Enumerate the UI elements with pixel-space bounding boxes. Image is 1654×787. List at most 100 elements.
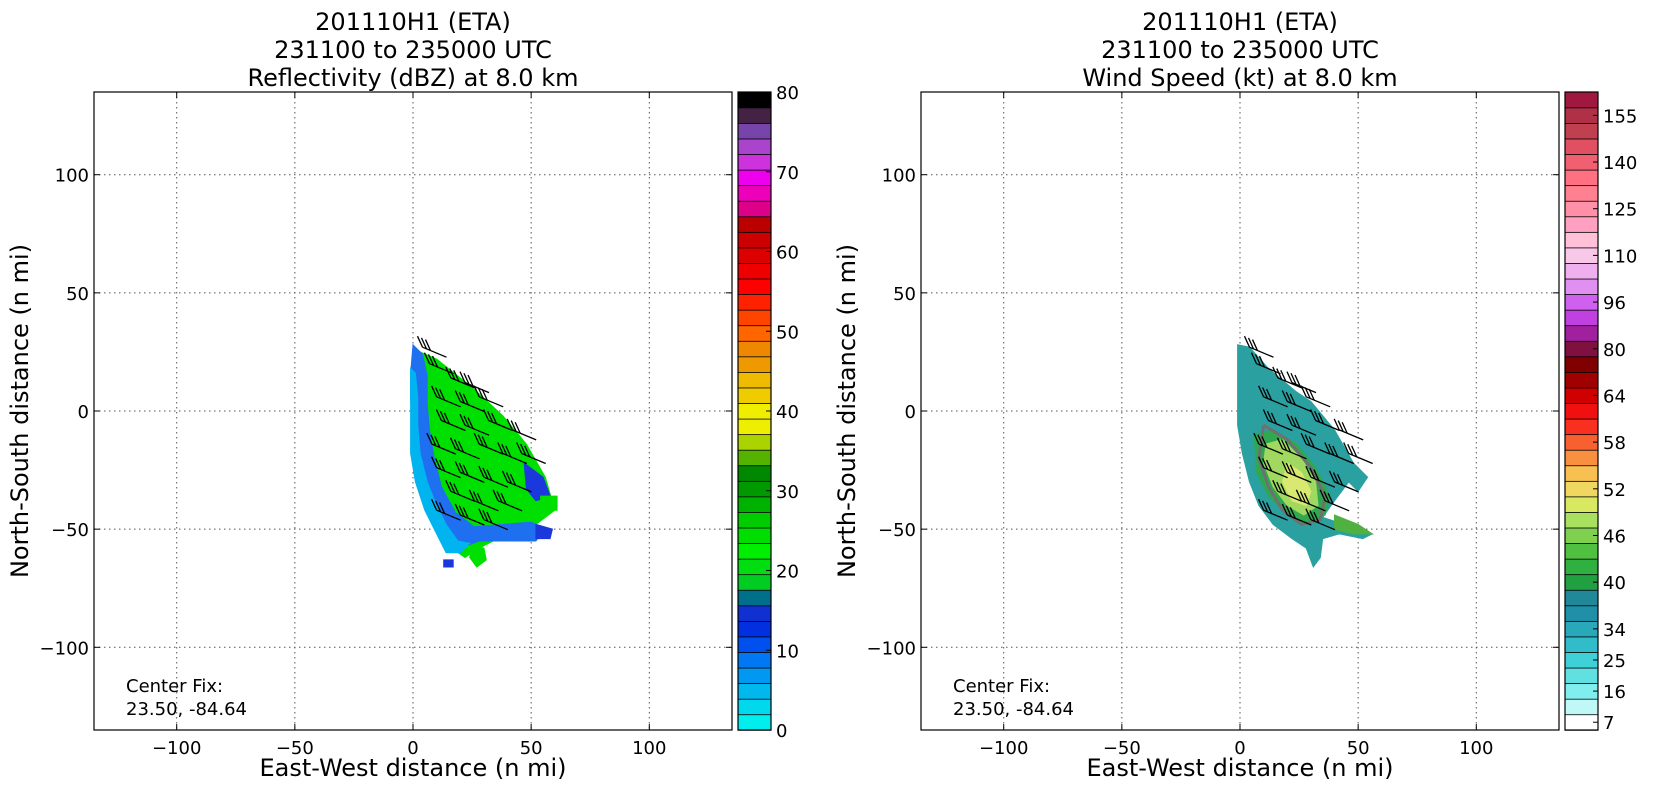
wind-barb-flag xyxy=(431,456,438,468)
colorbar-swatch xyxy=(1564,169,1599,187)
wind-barb-flag xyxy=(1309,467,1316,480)
wind-barb-flag xyxy=(1281,461,1288,473)
wind-barb-flag xyxy=(1347,443,1354,456)
wind-barb-flag xyxy=(1304,387,1311,399)
colorbar-swatch xyxy=(737,247,772,264)
x-tick-label: −50 xyxy=(276,738,314,759)
wind-barb-flag xyxy=(462,507,469,519)
wind-barb-flag xyxy=(500,492,507,505)
wind-barb-flag xyxy=(449,437,457,450)
wind-barb-flag xyxy=(1328,470,1336,483)
colorbar-swatch xyxy=(737,714,772,731)
wind-barb xyxy=(1300,385,1331,408)
wind-barb xyxy=(1276,437,1307,460)
colorbar-tick-label: 80 xyxy=(776,83,799,104)
y-axis-label: North-South distance (n mi) xyxy=(6,244,34,578)
colorbar-tick-label: 10 xyxy=(776,641,799,662)
colorbar-swatch xyxy=(737,558,772,576)
colorbar-swatch xyxy=(1564,262,1599,280)
wind-barb-flag xyxy=(1300,432,1307,445)
wind-barb xyxy=(459,413,490,436)
wind-barb xyxy=(1305,465,1336,488)
wind-barb-flag xyxy=(439,502,446,514)
wind-barb-flag xyxy=(439,410,446,423)
center-fix-text: 23.50, -84.64 xyxy=(126,699,247,720)
wind-barb xyxy=(1262,409,1293,432)
wind-barb-flag xyxy=(1313,511,1320,524)
wind-barb xyxy=(1250,352,1281,375)
wind-barb-flag xyxy=(463,373,470,385)
wind-barb xyxy=(1328,470,1359,493)
colorbar-swatch xyxy=(737,480,772,498)
colorbar-tick-label: 46 xyxy=(1603,526,1626,547)
colorbar-swatch xyxy=(737,527,772,544)
wind-barb-flag xyxy=(1319,489,1326,502)
wind-barb-flag xyxy=(453,483,460,495)
wind-barb xyxy=(445,480,476,502)
x-tick-label: −100 xyxy=(152,738,201,759)
wind-barb xyxy=(1305,508,1336,531)
wind-barb-flag xyxy=(459,413,466,426)
wind-barb-flag xyxy=(1295,489,1302,502)
colorbar-swatch xyxy=(1564,184,1599,202)
wind-barb xyxy=(431,498,461,521)
colorbar-tick-label: 50 xyxy=(776,322,799,343)
colorbar-tick-label: 25 xyxy=(1603,651,1626,672)
wind-barb xyxy=(1272,480,1303,502)
wind-barb-flag xyxy=(1289,507,1296,519)
x-axis-label: East-West distance (n mi) xyxy=(1086,754,1393,782)
wind-barb-flag xyxy=(1294,417,1301,429)
x-tick-label: 50 xyxy=(520,738,543,759)
colorbar-swatch xyxy=(737,449,772,467)
colorbar-swatch xyxy=(1564,356,1599,373)
colorbar-swatch xyxy=(1564,496,1599,513)
wind-barb xyxy=(1253,432,1284,455)
wind-barb xyxy=(423,352,454,375)
colorbar-swatch xyxy=(737,542,772,560)
y-tick-label: −100 xyxy=(40,638,89,659)
wind-barb-flag xyxy=(1262,387,1269,399)
colorbar-tick-label: 60 xyxy=(776,243,799,264)
wind-barb xyxy=(497,442,528,465)
wind-barb-flag xyxy=(1337,420,1344,432)
wind-barb xyxy=(1258,385,1288,408)
wind-barb-flag xyxy=(435,458,442,470)
wind-barb xyxy=(1281,503,1312,526)
data-region xyxy=(443,559,454,568)
wind-barb xyxy=(478,508,509,531)
wind-barb-flag xyxy=(481,388,488,401)
x-tick-label: 100 xyxy=(632,738,666,759)
colorbar-swatch xyxy=(1564,371,1599,389)
colorbar-swatch xyxy=(737,138,772,155)
wind-barb-flag xyxy=(476,492,483,505)
colorbar-swatch xyxy=(737,651,772,669)
x-tick-label: 100 xyxy=(1459,738,1493,759)
wind-barb-flag xyxy=(1250,352,1258,364)
colorbar-swatch xyxy=(737,698,772,716)
colorbar-swatch xyxy=(1564,325,1599,342)
x-axis-label: East-West distance (n mi) xyxy=(259,754,566,782)
colorbar-tick-label: 125 xyxy=(1603,200,1637,221)
y-tick-label: 0 xyxy=(905,402,916,423)
colorbar-swatch xyxy=(1564,138,1599,155)
x-tick-label: 0 xyxy=(1234,738,1245,759)
wind-barb-flag xyxy=(439,459,446,472)
wind-barb-flag xyxy=(457,440,465,453)
colorbar-tick-label: 64 xyxy=(1603,386,1626,407)
wind-barb-flag xyxy=(1290,373,1297,385)
wind-barb xyxy=(1333,418,1364,441)
wind-barb-flag xyxy=(1257,434,1264,447)
wind-barb-flag xyxy=(463,415,470,428)
data-region xyxy=(540,495,558,511)
wind-barb-flag xyxy=(426,432,433,445)
wind-barb xyxy=(445,366,476,389)
x-tick-label: 0 xyxy=(407,738,418,759)
colorbar-swatch xyxy=(737,231,772,249)
wind-barb-flag xyxy=(1281,503,1288,516)
wind-barb xyxy=(473,385,504,408)
colorbar-swatch xyxy=(737,433,772,451)
data-region xyxy=(469,545,487,568)
wind-barb-flag xyxy=(431,385,438,398)
wind-barb-flag xyxy=(1289,393,1296,406)
wind-barb-flag xyxy=(1289,464,1296,477)
